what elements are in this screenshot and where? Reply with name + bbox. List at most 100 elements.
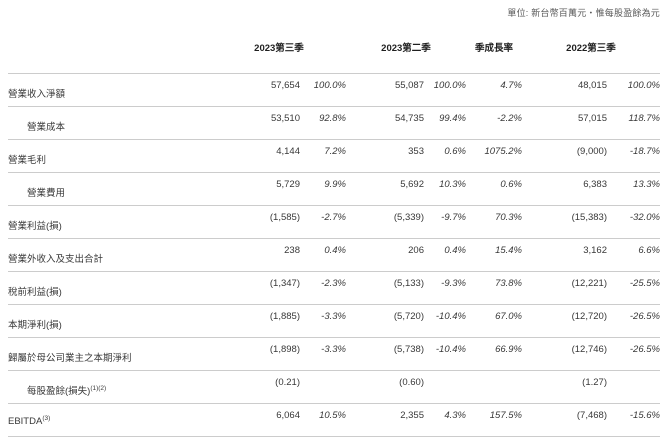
row-label: 營業成本: [27, 122, 66, 133]
cell-2022-q3-percent: -18.7%: [629, 146, 660, 157]
table-row: 營業成本 53,510 92.8% 54,735 99.4% -2.2% 57,…: [8, 107, 660, 140]
cell-2023-q3-value: (1,898): [269, 344, 300, 355]
cell-2023-q2-value: (0.60): [399, 377, 424, 388]
cell-2023-q3-value: 5,729: [276, 179, 300, 190]
cell-2022-q3-value: 48,015: [577, 80, 607, 91]
cell-2023-q2-value: (5,738): [393, 344, 424, 355]
cell-2023-q2-percent: -9.7%: [441, 212, 466, 223]
table-row: 營業費用 5,729 9.9% 5,692 10.3% 0.6% 6,383 1…: [8, 173, 660, 206]
row-label: 營業外收入及支出合計: [8, 254, 104, 265]
table-row: 營業收入淨額 57,654 100.0% 55,087 100.0% 4.7% …: [8, 74, 660, 107]
cell-2023-q3-value: 4,144: [276, 146, 300, 157]
row-label: 營業收入淨額: [8, 89, 66, 100]
cell-qoq-growth-rate: 0.6%: [500, 179, 522, 190]
cell-qoq-growth-rate: 157.5%: [489, 410, 522, 421]
cell-2023-q2-percent: -10.4%: [435, 344, 466, 355]
cell-2023-q3-value: (0.21): [275, 377, 300, 388]
cell-2023-q3-percent: -3.3%: [321, 344, 346, 355]
cell-2023-q2-percent: 0.4%: [444, 245, 466, 256]
cell-2023-q3-percent: 9.9%: [324, 179, 346, 190]
cell-2022-q3-percent: 118.7%: [628, 113, 660, 124]
cell-2022-q3-percent: -15.6%: [629, 410, 660, 421]
cell-2023-q3-percent: 10.5%: [319, 410, 346, 421]
row-label: 每股盈餘(損失)(1)(2): [27, 384, 107, 397]
table-row: 營業外收入及支出合計 238 0.4% 206 0.4% 15.4% 3,162…: [8, 239, 660, 272]
cell-2022-q3-value: (12,720): [571, 311, 607, 322]
cell-2022-q3-percent: -26.5%: [629, 311, 660, 322]
cell-2022-q3-percent: 6.6%: [638, 245, 660, 256]
cell-2023-q3-percent: 7.2%: [324, 146, 346, 157]
cell-2023-q3-value: (1,585): [269, 212, 300, 223]
cell-qoq-growth-rate: [466, 371, 522, 403]
cell-qoq-growth-rate: 73.8%: [495, 278, 522, 289]
cell-2023-q2-percent: 4.3%: [444, 410, 466, 421]
cell-2022-q3-value: (7,468): [576, 410, 607, 421]
table-header-row: 2023第三季 2023第二季 季成長率 2022第三季: [8, 30, 660, 73]
table-row: EBITDA(3) 6,064 10.5% 2,355 4.3% 157.5% …: [8, 404, 660, 437]
table-row: 歸屬於母公司業主之本期淨利 (1,898) -3.3% (5,738) -10.…: [8, 338, 660, 371]
cell-2023-q3-percent: [300, 371, 346, 403]
column-header-2023-q2: 2023第二季: [381, 43, 431, 54]
cell-qoq-growth-rate: 70.3%: [495, 212, 522, 223]
cell-2023-q2-value: (5,339): [393, 212, 424, 223]
row-label: 本期淨利(損): [8, 320, 62, 331]
cell-2023-q3-percent: -2.7%: [321, 212, 346, 223]
cell-2023-q2-percent: 10.3%: [439, 179, 466, 190]
column-header-2023-q3: 2023第三季: [254, 43, 304, 54]
row-label: 營業毛利: [8, 155, 47, 166]
unit-note: 單位: 新台幣百萬元‧惟每股盈餘為元: [507, 8, 660, 18]
cell-2022-q3-value: (9,000): [576, 146, 607, 157]
table-row: 稅前利益(損) (1,347) -2.3% (5,133) -9.3% 73.8…: [8, 272, 660, 305]
cell-2023-q3-value: 57,654: [270, 80, 300, 91]
cell-2023-q2-percent: -10.4%: [435, 311, 466, 322]
cell-qoq-growth-rate: -2.2%: [497, 113, 522, 124]
cell-2023-q2-percent: 0.6%: [444, 146, 466, 157]
column-header-2022-q3: 2022第三季: [566, 43, 616, 54]
cell-2023-q2-value: (5,720): [393, 311, 424, 322]
cell-2023-q3-percent: 0.4%: [324, 245, 346, 256]
cell-2022-q3-percent: 100.0%: [627, 80, 660, 91]
cell-2023-q3-percent: -3.3%: [321, 311, 346, 322]
cell-2022-q3-value: (12,746): [571, 344, 607, 355]
cell-2023-q2-value: 353: [408, 146, 424, 157]
cell-2023-q2-value: 5,692: [400, 179, 424, 190]
cell-2022-q3-value: (15,383): [571, 212, 607, 223]
cell-2023-q3-value: (1,347): [269, 278, 300, 289]
income-statement-table: 2023第三季 2023第二季 季成長率 2022第三季 營業收入淨額 57,6…: [8, 30, 660, 437]
column-header-qoq-growth: 季成長率: [474, 43, 513, 54]
cell-2022-q3-value: (1.27): [582, 377, 607, 388]
cell-2022-q3-percent: -32.0%: [629, 212, 660, 223]
table-body: 營業收入淨額 57,654 100.0% 55,087 100.0% 4.7% …: [8, 73, 660, 437]
cell-2022-q3-percent: [607, 371, 660, 403]
cell-2023-q2-percent: 99.4%: [439, 113, 466, 124]
cell-2023-q3-value: 238: [284, 245, 300, 256]
cell-2022-q3-value: 57,015: [577, 113, 607, 124]
table-row: 每股盈餘(損失)(1)(2) (0.21) (0.60) (1.27): [8, 371, 660, 404]
cell-2023-q2-value: 206: [408, 245, 424, 256]
table-row: 本期淨利(損) (1,885) -3.3% (5,720) -10.4% 67.…: [8, 305, 660, 338]
cell-2023-q3-value: (1,885): [269, 311, 300, 322]
cell-2023-q3-value: 6,064: [276, 410, 300, 421]
cell-qoq-growth-rate: 4.7%: [500, 80, 522, 91]
cell-2023-q2-value: 2,355: [400, 410, 424, 421]
row-label: 稅前利益(損): [8, 287, 62, 298]
cell-2023-q2-value: 54,735: [394, 113, 424, 124]
cell-2023-q3-percent: -2.3%: [321, 278, 346, 289]
cell-2022-q3-value: (12,221): [571, 278, 607, 289]
table-row: 營業毛利 4,144 7.2% 353 0.6% 1075.2% (9,000)…: [8, 140, 660, 173]
row-label: 歸屬於母公司業主之本期淨利: [8, 353, 132, 364]
cell-qoq-growth-rate: 66.9%: [495, 344, 522, 355]
cell-qoq-growth-rate: 67.0%: [495, 311, 522, 322]
cell-2022-q3-percent: 13.3%: [633, 179, 660, 190]
cell-qoq-growth-rate: 1075.2%: [484, 146, 522, 157]
cell-2023-q3-percent: 100.0%: [313, 80, 346, 91]
cell-2023-q2-percent: 100.0%: [433, 80, 466, 91]
row-label: 營業費用: [27, 188, 66, 199]
cell-2022-q3-value: 6,383: [583, 179, 607, 190]
cell-qoq-growth-rate: 15.4%: [495, 245, 522, 256]
cell-2023-q3-percent: 92.8%: [319, 113, 346, 124]
table-row: 營業利益(損) (1,585) -2.7% (5,339) -9.7% 70.3…: [8, 206, 660, 239]
cell-2023-q2-value: (5,133): [393, 278, 424, 289]
row-label: EBITDA(3): [8, 414, 51, 427]
